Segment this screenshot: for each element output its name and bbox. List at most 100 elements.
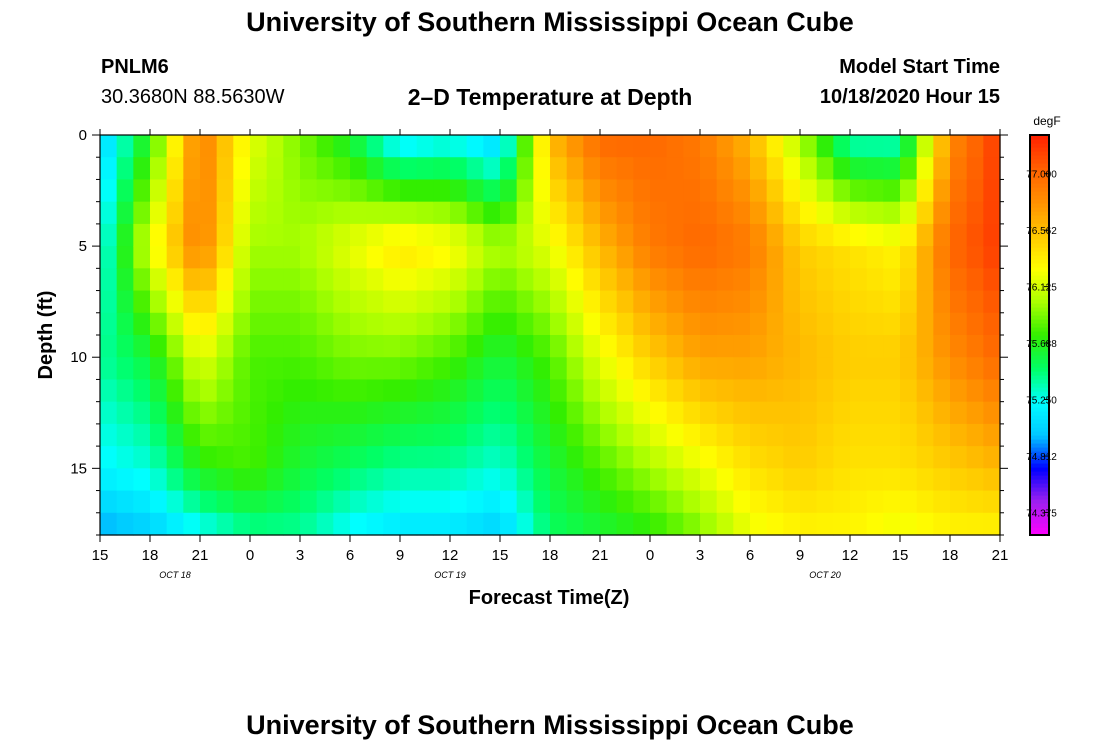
x-date-label: OCT 18: [159, 570, 191, 580]
heatmap-cell: [100, 512, 118, 536]
heatmap-cell: [216, 490, 234, 514]
heatmap-cell: [633, 446, 651, 469]
heatmap-cell: [183, 423, 201, 447]
heatmap-cell: [333, 357, 351, 381]
colorbar-segment: [1030, 163, 1049, 168]
heatmap-cell: [566, 490, 584, 514]
heatmap-cell: [483, 490, 501, 514]
heatmap-cell: [150, 468, 168, 492]
colorbar-segment: [1030, 391, 1049, 396]
heatmap-cell: [583, 246, 601, 269]
heatmap-cell: [133, 490, 151, 514]
heatmap-cell: [900, 335, 918, 358]
heatmap-cell: [683, 512, 701, 536]
heatmap-cell: [450, 246, 468, 269]
colorbar-segment: [1030, 295, 1049, 300]
heatmap-cell: [600, 223, 618, 247]
heatmap-cell: [750, 468, 768, 492]
heatmap-cell: [966, 157, 984, 181]
heatmap-cell: [533, 157, 551, 181]
heatmap-cell: [833, 223, 851, 247]
heatmap-cell: [783, 401, 801, 425]
heatmap-cell: [516, 401, 534, 425]
heatmap-cell: [350, 357, 368, 381]
heatmap-cell: [200, 401, 218, 425]
heatmap-cell: [650, 512, 668, 536]
heatmap-cell: [933, 268, 951, 292]
heatmap-cell: [166, 246, 184, 269]
heatmap-cell: [166, 512, 184, 536]
heatmap-cell: [500, 312, 518, 336]
heatmap-cell: [383, 357, 401, 381]
heatmap-cell: [433, 423, 451, 447]
heatmap-cell: [300, 401, 318, 425]
heatmap-cell: [733, 446, 751, 469]
heatmap-cell: [416, 135, 434, 158]
heatmap-cell: [750, 401, 768, 425]
heatmap-cell: [150, 268, 168, 292]
colorbar-segment: [1030, 443, 1049, 448]
heatmap-cell: [533, 401, 551, 425]
heatmap-cell: [433, 246, 451, 269]
heatmap-cell: [866, 357, 884, 381]
colorbar-segment: [1030, 355, 1049, 360]
station-id: PNLM6: [101, 56, 169, 78]
heatmap-cell: [500, 335, 518, 358]
x-tick-label: 6: [746, 547, 754, 564]
heatmap-cell: [266, 312, 284, 336]
heatmap-cell: [766, 179, 784, 203]
heatmap-cell: [616, 357, 634, 381]
heatmap-cell: [216, 512, 234, 536]
heatmap-cell: [266, 423, 284, 447]
model-start-value: 10/18/2020 Hour 15: [819, 86, 1000, 108]
heatmap-cell: [766, 223, 784, 247]
heatmap-cell: [416, 357, 434, 381]
colorbar-segment: [1030, 247, 1049, 252]
heatmap-cell: [583, 157, 601, 181]
heatmap-cell: [233, 268, 251, 292]
heatmap-cell: [550, 268, 568, 292]
heatmap-cell: [733, 201, 751, 225]
heatmap-cell: [816, 290, 834, 314]
heatmap-cell: [266, 379, 284, 403]
heatmap-cell: [133, 312, 151, 336]
heatmap-cell: [550, 490, 568, 514]
heatmap-cell: [783, 446, 801, 469]
heatmap-cell: [900, 379, 918, 403]
heatmap-cell: [833, 201, 851, 225]
heatmap-cell: [833, 312, 851, 336]
heatmap-cell: [883, 446, 901, 469]
heatmap-cell: [300, 446, 318, 469]
heatmap-cell: [550, 246, 568, 269]
heatmap-cell: [333, 312, 351, 336]
heatmap-cell: [700, 201, 718, 225]
heatmap-cell: [700, 268, 718, 292]
heatmap-cell: [950, 423, 968, 447]
heatmap-cell: [800, 490, 818, 514]
heatmap-cell: [433, 312, 451, 336]
heatmap-cell: [900, 490, 918, 514]
heatmap-cell: [250, 401, 268, 425]
heatmap-cell: [150, 512, 168, 536]
heatmap-cell: [183, 468, 201, 492]
heatmap-cell: [616, 268, 634, 292]
colorbar-segment: [1030, 275, 1049, 280]
heatmap-cell: [483, 179, 501, 203]
heatmap-cell: [683, 357, 701, 381]
colorbar-tick-label: 75.250: [1026, 396, 1057, 407]
colorbar-segment: [1030, 427, 1049, 432]
heatmap-cell: [350, 335, 368, 358]
heatmap-cell: [850, 312, 868, 336]
colorbar-segment: [1030, 423, 1049, 428]
heatmap-cell: [100, 401, 118, 425]
heatmap-cell: [816, 379, 834, 403]
heatmap-cell: [750, 157, 768, 181]
colorbar-segment: [1030, 387, 1049, 392]
colorbar-segment: [1030, 503, 1049, 508]
colorbar-segment: [1030, 263, 1049, 268]
heatmap-cell: [600, 357, 618, 381]
x-tick-label: 21: [592, 547, 609, 564]
heatmap-cell: [633, 290, 651, 314]
colorbar-segment: [1030, 331, 1049, 336]
heatmap-cell: [383, 401, 401, 425]
